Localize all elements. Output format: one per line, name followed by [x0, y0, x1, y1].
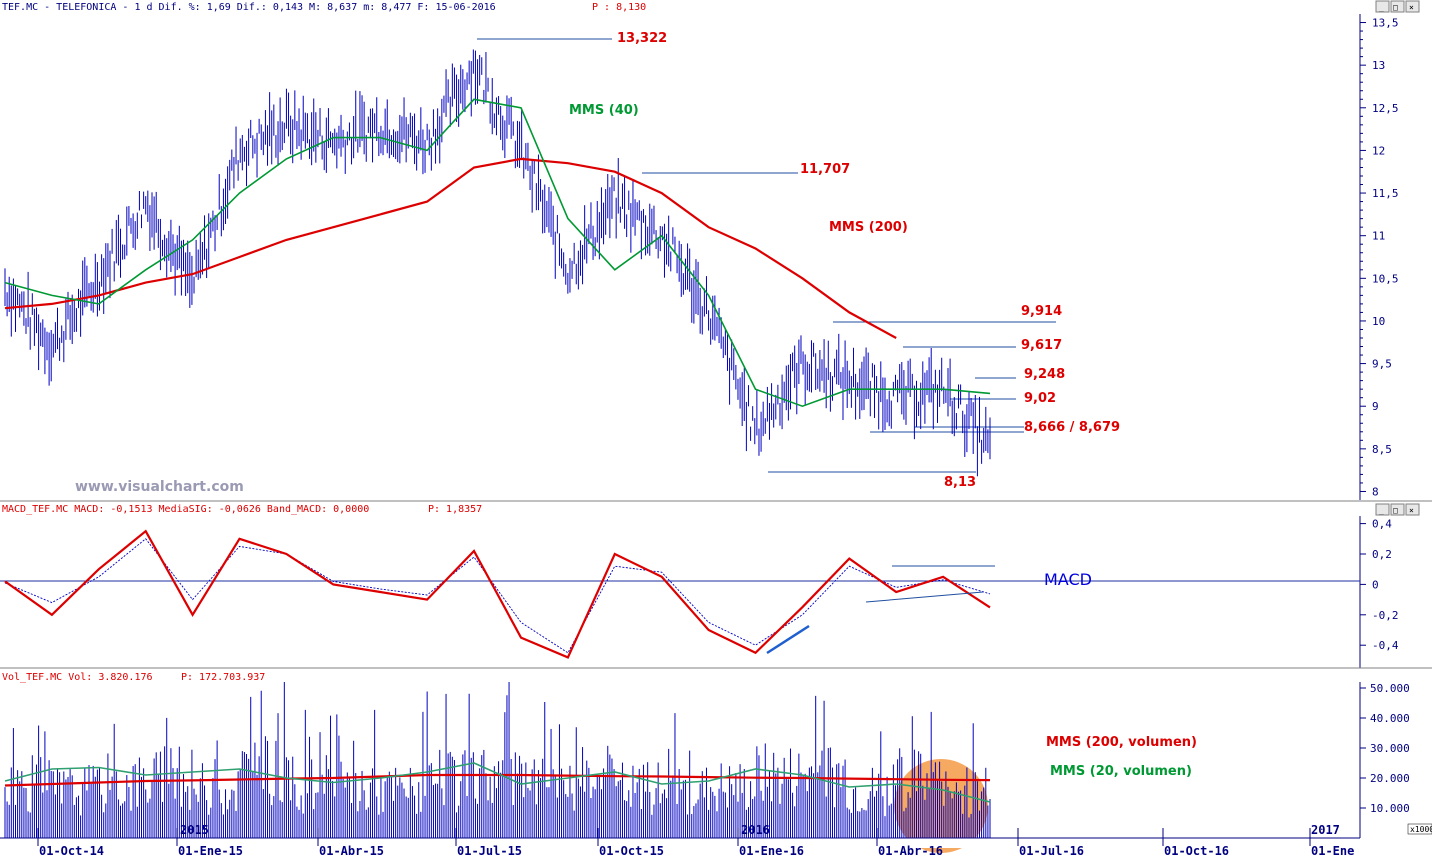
- x-axis-date-label: 01-Jul-16: [1019, 844, 1084, 857]
- macd-maximize-icon: □: [1393, 506, 1398, 515]
- price-yaxis-ticks: 13,5 13 12,5 12 11,5 11 10,5 10 9,5 9 8,5 8: [1360, 17, 1399, 498]
- price-ytick-label: 13: [1372, 59, 1385, 72]
- volume-yaxis-ticks: 50.000 40.000 30.000 20.000 10.000: [1360, 682, 1410, 815]
- x-axis-date-label: 01-Jul-15: [457, 844, 522, 857]
- price-level-lines: [477, 38, 1056, 473]
- macd-minimize-button[interactable]: [1375, 503, 1390, 516]
- x-axis-date-label: 01-Ene-16: [739, 844, 804, 857]
- label-high: 13,322: [617, 31, 667, 46]
- label-mms200: MMS (200): [829, 220, 908, 235]
- price-bars: [4, 49, 991, 477]
- minimize-icon: _: [1379, 3, 1384, 12]
- volume-header-price: P: 172.703.937: [181, 672, 265, 683]
- macd-header-label: MACD_TEF.MC MACD: -0,1513 MediaSIG: -0,0…: [2, 504, 369, 515]
- x-axis-labels: 01-Oct-14 01-Ene-15 01-Abr-15 01-Jul-15 01-O…: [37, 823, 1354, 858]
- close-icon: ×: [1409, 3, 1414, 12]
- macd-window-buttons: _ □ ×: [1375, 503, 1420, 516]
- volume-ytick-label: 40.000: [1370, 712, 1410, 725]
- price-ytick-label: 10: [1372, 315, 1385, 328]
- price-header-bar: [0, 0, 1432, 12]
- x-axis-date-label: 01-Oct-14: [39, 844, 104, 857]
- volume-highlight-mask: [893, 838, 993, 848]
- label-902: 9,02: [1024, 391, 1056, 406]
- macd-minimize-icon: _: [1379, 506, 1384, 515]
- label-low: 8,13: [944, 475, 976, 490]
- macd-line: [4, 529, 991, 659]
- volume-ytick-label: 50.000: [1370, 682, 1410, 695]
- macd-close-button[interactable]: [1405, 503, 1420, 516]
- volume-ytick-label: 30.000: [1370, 742, 1410, 755]
- x-axis-year-label: 2016: [741, 823, 770, 837]
- price-ytick-label: 12: [1372, 144, 1385, 157]
- volume-ytick-label: 10.000: [1370, 802, 1410, 815]
- x-axis-date-label: 01-Oct-16: [1164, 844, 1229, 857]
- price-ytick-label: 9: [1372, 400, 1379, 413]
- price-ytick-label: 11,5: [1372, 187, 1399, 200]
- volume-sma200-line: [4, 773, 991, 787]
- sma40-line: [4, 98, 991, 408]
- macd-ytick-label: 0,2: [1372, 548, 1392, 561]
- price-ytick-label: 13,5: [1372, 17, 1399, 30]
- watermark: www.visualchart.com: [75, 479, 244, 495]
- minimize-button[interactable]: [1375, 0, 1390, 13]
- macd-panel: MACD_TEF.MC MACD: -0,1513 MediaSIG: -0,0…: [0, 503, 1420, 668]
- label-mms40: MMS (40): [569, 103, 639, 118]
- macd-ytick-label: -0,2: [1372, 609, 1399, 622]
- x-axis: 01-Oct-14 01-Ene-15 01-Abr-15 01-Jul-15 01-O…: [0, 823, 1360, 858]
- price-ytick-label: 12,5: [1372, 102, 1399, 115]
- x-axis-year-label: 2015: [180, 823, 209, 837]
- volume-unit-box: [1407, 823, 1432, 835]
- label-8666: 8,666 / 8,679: [1024, 420, 1120, 435]
- macd-header-price: P: 1,8357: [428, 504, 482, 515]
- macd-title: MACD: [1044, 570, 1092, 589]
- price-header-price: P : 8,130: [592, 2, 646, 13]
- macd-trendline-bottom: [865, 591, 984, 603]
- price-window-buttons: _ □ ×: [1375, 0, 1420, 13]
- macd-signal-line: [4, 538, 991, 654]
- sma200-line: [4, 157, 897, 339]
- volume-unit: x1000: [1410, 825, 1432, 834]
- price-ytick-label: 8: [1372, 485, 1379, 498]
- volume-bars: [4, 682, 991, 838]
- volume-header-label: Vol_TEF.MC Vol: 3.820.176: [2, 672, 153, 683]
- label-9248: 9,248: [1024, 367, 1065, 382]
- label-9617: 9,617: [1021, 338, 1062, 353]
- maximize-icon: □: [1393, 3, 1398, 12]
- price-header-label: TEF.MC - TELEFONICA - 1 d Dif. %: 1,69 D…: [2, 2, 496, 13]
- x-axis-year-label: 2017: [1311, 823, 1340, 837]
- macd-ytick-label: 0: [1372, 578, 1379, 591]
- x-axis-date-label: 01-Oct-15: [599, 844, 664, 857]
- macd-yaxis-ticks: 0,4 0,2 0 -0,2 -0,4: [1360, 518, 1399, 652]
- x-axis-date-label: 01-Ene-15: [178, 844, 243, 857]
- price-ytick-label: 10,5: [1372, 272, 1399, 285]
- volume-ytick-label: 20.000: [1370, 772, 1410, 785]
- volume-panel: Vol_TEF.MC Vol: 3.820.176 P: 172.703.937…: [2, 672, 1432, 853]
- macd-close-icon: ×: [1409, 506, 1414, 515]
- price-ytick-label: 11: [1372, 230, 1385, 243]
- volume-label-sma200: MMS (200, volumen): [1046, 735, 1197, 750]
- x-axis-date-label: 01-Abr-16: [878, 844, 943, 857]
- macd-ytick-label: -0,4: [1372, 639, 1399, 652]
- label-9914: 9,914: [1021, 304, 1062, 319]
- close-button[interactable]: [1405, 0, 1420, 13]
- macd-maximize-button[interactable]: [1390, 503, 1405, 516]
- volume-label-sma20: MMS (20, volumen): [1050, 764, 1192, 779]
- label-11707: 11,707: [800, 162, 850, 177]
- price-ytick-label: 9,5: [1372, 358, 1392, 371]
- price-ytick-label: 8,5: [1372, 443, 1392, 456]
- macd-ytick-label: 0,4: [1372, 518, 1392, 531]
- x-axis-date-label: 01-Abr-15: [319, 844, 384, 857]
- volume-sma20-line: [4, 762, 991, 803]
- maximize-button[interactable]: [1390, 0, 1405, 13]
- x-axis-date-label: 01-Ene: [1311, 844, 1354, 857]
- macd-trendline-divergence: [766, 624, 810, 655]
